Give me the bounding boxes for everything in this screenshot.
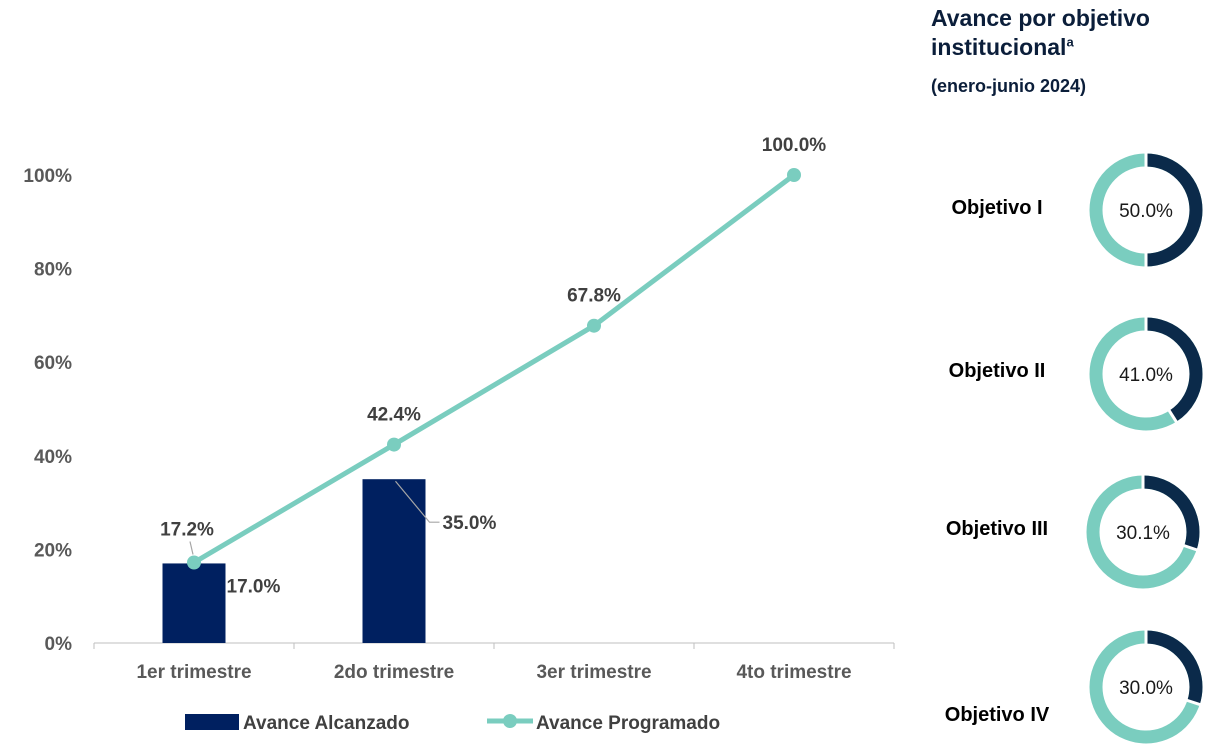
main-chart: 0% 20% 40% 60% 80% 100% 1er trimestre 2do trime… — [23, 135, 895, 734]
donut-gap — [1185, 698, 1202, 707]
objective-label-2: Objetivo II — [948, 360, 1046, 382]
y-tick-label: 0% — [45, 634, 73, 655]
donut-objetivo-4: 30.0% — [1089, 629, 1203, 744]
donut-objetivo-3: 30.1% — [1086, 474, 1200, 589]
bar-avance-alcanzado — [362, 479, 426, 643]
objective-label-4: Objetivo IV — [944, 704, 1050, 726]
legend-swatch-alcanzado — [185, 714, 239, 730]
bar-data-label: 35.0% — [443, 513, 497, 534]
legend-label-alcanzado: Avance Alcanzado — [243, 713, 409, 734]
y-tick-label: 80% — [34, 260, 72, 281]
line-avance-programado — [192, 173, 796, 565]
donut-value-label: 50.0% — [1119, 201, 1173, 222]
x-category-label: 3er trimestre — [536, 662, 651, 683]
line-point — [187, 555, 201, 570]
bar-avance-alcanzado — [162, 563, 226, 643]
line-point — [387, 437, 401, 452]
bar-data-label: 17.0% — [227, 576, 281, 597]
y-tick-label: 100% — [23, 166, 72, 187]
donut-value-label: 41.0% — [1119, 365, 1173, 386]
donut-value-label: 30.1% — [1116, 523, 1170, 544]
panel-title: Avance por objetivo institucionala — [931, 5, 1150, 60]
line-point — [587, 318, 601, 333]
legend-label-programado: Avance Programado — [536, 713, 720, 734]
label-leader-line — [189, 541, 194, 555]
donut-objetivo-1: 50.0% — [1089, 152, 1203, 268]
line-data-label: 17.2% — [160, 520, 214, 541]
title-superscript: a — [1066, 34, 1074, 50]
donut-gap — [1167, 409, 1179, 424]
x-category-label: 4to trimestre — [736, 662, 851, 683]
line-point — [787, 168, 801, 182]
panel-subtitle: (enero-junio 2024) — [931, 76, 1087, 96]
objective-label-3: Objetivo III — [945, 518, 1049, 540]
legend-marker-programado — [503, 714, 517, 728]
y-tick-label: 20% — [34, 540, 72, 561]
y-tick-label: 60% — [34, 353, 72, 374]
donut-value-label: 30.0% — [1119, 678, 1173, 699]
y-tick-label: 40% — [34, 447, 72, 468]
objective-label-1: Objetivo I — [951, 197, 1043, 219]
x-category-label: 2do trimestre — [334, 662, 454, 683]
line-data-label: 100.0% — [762, 135, 827, 156]
label-leader-line — [395, 480, 440, 523]
donut-gap — [1182, 543, 1199, 552]
x-category-label: 1er trimestre — [136, 662, 251, 683]
line-data-label: 42.4% — [367, 405, 421, 426]
donut-objetivo-2: 41.0% — [1089, 316, 1203, 431]
line-data-label: 67.8% — [567, 286, 621, 307]
